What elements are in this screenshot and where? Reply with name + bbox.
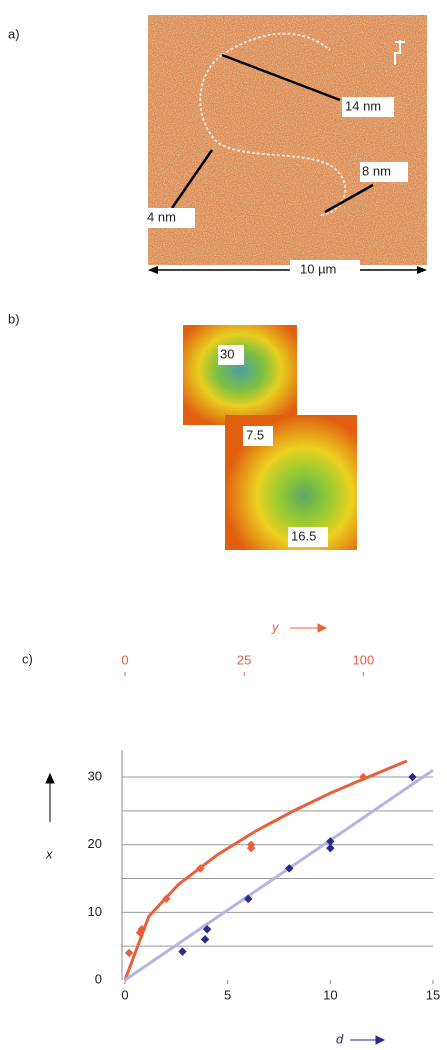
y-tick-label: 10 <box>88 904 102 919</box>
x2-axis-title: y <box>271 619 280 634</box>
label-box <box>342 97 394 117</box>
label-box <box>288 527 328 547</box>
point <box>408 772 417 782</box>
panel-label: a) <box>8 26 20 41</box>
y-tick-label: 30 <box>88 768 102 783</box>
point <box>326 843 335 853</box>
axis-arrow <box>350 1035 386 1045</box>
x-tick-label: 5 <box>224 987 231 1002</box>
panel-label: c) <box>22 651 33 666</box>
panel-label: b) <box>8 311 20 326</box>
label-box <box>243 426 273 446</box>
label-box <box>290 260 360 280</box>
scale-label: 10 µm <box>300 261 336 276</box>
x2-tick-label: 25 <box>237 652 251 667</box>
pointer <box>221 53 341 102</box>
axis-arrow <box>45 772 55 822</box>
point <box>326 837 335 846</box>
annotation: 14 nm <box>345 98 381 113</box>
fit-line <box>124 769 434 982</box>
dna-strand <box>199 32 347 216</box>
annotation: 7.5 <box>246 427 264 442</box>
fit-line <box>123 759 408 981</box>
x-axis-title: d <box>336 1031 344 1046</box>
heatmap <box>183 325 297 425</box>
pointer <box>170 149 214 209</box>
x2-tick-label: 0 <box>121 652 128 667</box>
chart: c) 0 10 20 30 0 5 10 15 0 25 100 y d x <box>22 619 440 1046</box>
point <box>178 947 187 956</box>
annotation: 30 <box>220 346 234 361</box>
x-tick-label: 0 <box>121 987 128 1002</box>
label-box <box>218 345 244 365</box>
y-axis-title: x <box>45 846 53 861</box>
tip-mark <box>394 40 405 65</box>
point <box>200 935 210 944</box>
pointer <box>324 183 374 214</box>
axis-arrow <box>290 623 328 633</box>
annotation: 4 nm <box>147 209 176 224</box>
x2-tick-label: 100 <box>352 652 374 667</box>
x-tick-label: 15 <box>426 987 440 1002</box>
x-tick-label: 10 <box>323 987 337 1002</box>
point <box>359 772 368 782</box>
label-box <box>360 162 408 182</box>
point <box>124 948 134 958</box>
annotation: 16.5 <box>291 528 316 543</box>
y-tick-label: 20 <box>88 836 102 851</box>
y-tick-label: 0 <box>95 971 102 986</box>
annotation: 8 nm <box>362 163 391 178</box>
point <box>285 864 294 873</box>
label-box <box>145 208 195 228</box>
